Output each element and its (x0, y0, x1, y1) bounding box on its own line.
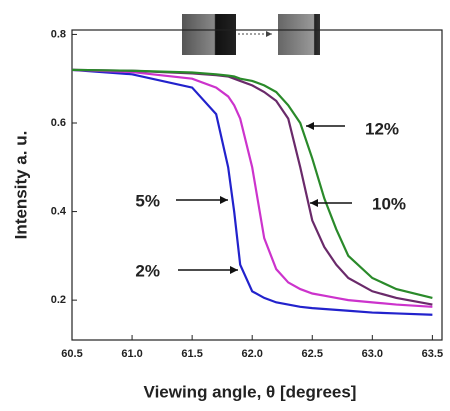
y-tick-label: 0.4 (51, 205, 67, 217)
x-axis-label: Viewing angle, θ [degrees] (144, 382, 357, 401)
curve-arrow-head (306, 122, 314, 130)
y-axis-label: Intensity a. u. (11, 131, 30, 240)
series-line (71, 68, 433, 299)
inset-image (278, 14, 320, 55)
series-line (71, 68, 433, 316)
inset-image (182, 14, 236, 55)
curve-label: 2% (135, 261, 160, 280)
x-tick-label: 60.5 (61, 348, 82, 360)
y-tick-label: 0.6 (51, 117, 66, 129)
y-tick-label: 0.8 (51, 28, 66, 40)
x-tick-label: 61.5 (181, 348, 202, 360)
curve-arrow-head (220, 196, 228, 204)
plot-frame (71, 29, 443, 341)
y-tick-label: 0.2 (51, 294, 66, 306)
curve-arrow-head (310, 199, 318, 207)
series-line (71, 68, 433, 306)
series-line (71, 68, 433, 308)
inset-arrow-head (266, 31, 272, 37)
x-tick-label: 62.5 (302, 348, 323, 360)
curve-arrow-head (230, 266, 238, 274)
x-tick-label: 62.0 (241, 348, 262, 360)
curve-label: 12% (365, 119, 399, 138)
curve-label: 10% (372, 194, 406, 213)
x-tick-label: 63.5 (422, 348, 443, 360)
x-tick-label: 61.0 (121, 348, 142, 360)
curve-label: 5% (135, 191, 160, 210)
x-tick-label: 63.0 (362, 348, 383, 360)
